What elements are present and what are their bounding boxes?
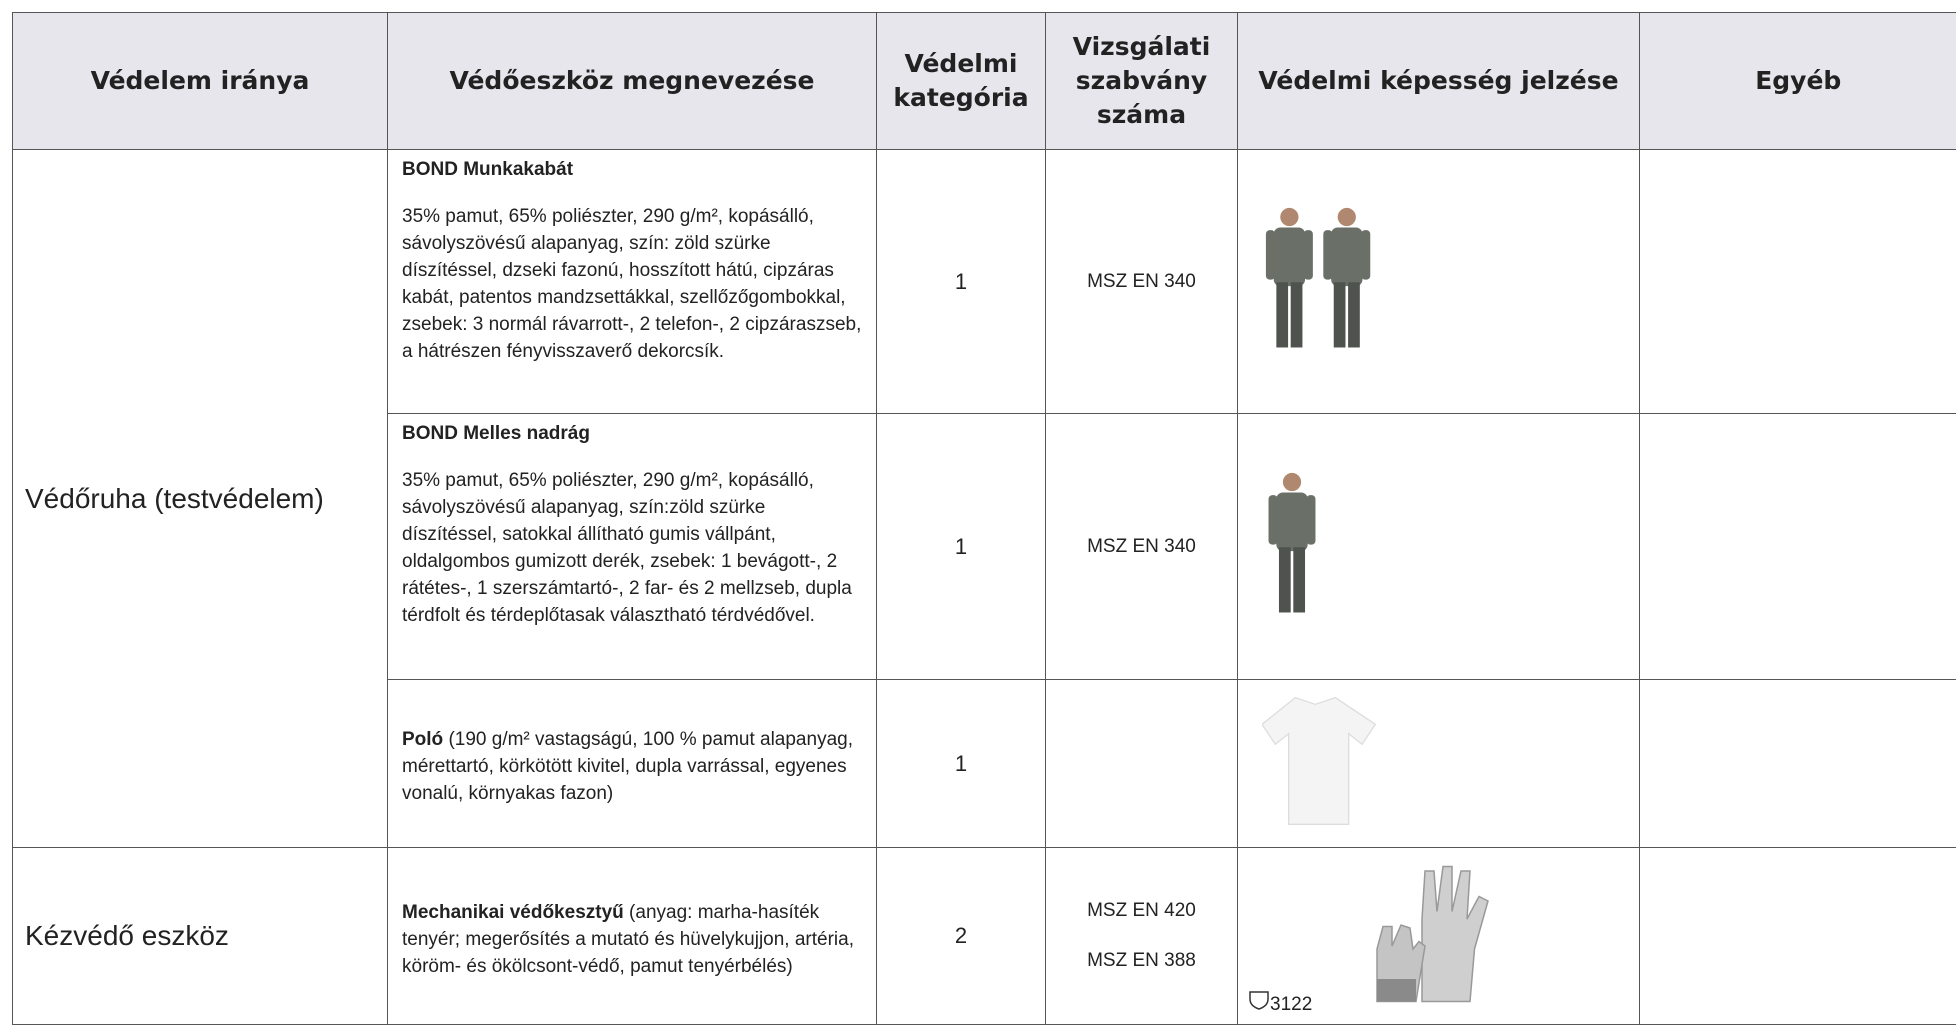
item-description: BOND Munkakabát 35% pamut, 65% poliészter… bbox=[387, 149, 877, 414]
ppe-table: Védelem iránya Védőeszköz megnevezése Véde… bbox=[12, 12, 1956, 1025]
item-row: Védőruha (testvédelem) BOND Munkakabát 35%… bbox=[12, 149, 1956, 848]
product-image bbox=[1252, 691, 1625, 836]
standard: MSZ EN 420 bbox=[1087, 900, 1196, 921]
item-name: Poló bbox=[402, 729, 444, 750]
other bbox=[1639, 679, 1956, 848]
item-name: BOND Munkakabát bbox=[402, 159, 574, 180]
item-text: (190 g/m² vastagságú, 100 % pamut alapan… bbox=[402, 729, 853, 804]
other bbox=[1639, 413, 1956, 680]
standards: MSZ EN 340 bbox=[1045, 413, 1238, 680]
other bbox=[1639, 847, 1956, 1025]
column-header: Vizsgálati szabvány száma bbox=[1045, 12, 1238, 150]
column-header: Védőeszköz megnevezése bbox=[387, 12, 877, 150]
marking: 3122 bbox=[1237, 847, 1640, 1025]
item-name: BOND Melles nadrág bbox=[402, 423, 590, 444]
standard: MSZ EN 340 bbox=[1087, 535, 1196, 557]
column-header: Védelem iránya bbox=[12, 12, 388, 150]
item-description: Poló (190 g/m² vastagságú, 100 % pamut a… bbox=[387, 679, 877, 848]
item-description: BOND Melles nadrág 35% pamut, 65% poliész… bbox=[387, 413, 877, 680]
item-description: Mechanikai védőkesztyű (anyag: marha-has… bbox=[387, 847, 877, 1025]
group-label: Védőruha (testvédelem) bbox=[12, 149, 388, 848]
marking bbox=[1237, 679, 1640, 848]
column-header: Védelmi kategória bbox=[876, 12, 1046, 150]
other bbox=[1639, 149, 1956, 414]
item-name: Mechanikai védőkesztyű bbox=[402, 901, 624, 923]
standard: MSZ EN 340 bbox=[1087, 270, 1196, 292]
product-image bbox=[1252, 204, 1625, 359]
category: 1 bbox=[876, 149, 1046, 414]
column-header: Egyéb bbox=[1639, 12, 1956, 150]
category: 1 bbox=[876, 413, 1046, 680]
product-image bbox=[1252, 859, 1625, 1014]
table-body: Védőruha (testvédelem) BOND Munkakabát 35%… bbox=[12, 149, 1956, 1025]
group-label: Kézvédő eszköz bbox=[12, 847, 388, 1025]
standards: MSZ EN 420 MSZ EN 388 bbox=[1045, 847, 1238, 1025]
item-text: 35% pamut, 65% poliészter, 290 g/m², kop… bbox=[402, 470, 852, 626]
standards: MSZ EN 340 bbox=[1045, 149, 1238, 414]
standards bbox=[1045, 679, 1238, 848]
item-row: Poló (190 g/m² vastagságú, 100 % pamut a… bbox=[13, 679, 1956, 848]
category: 1 bbox=[876, 679, 1046, 848]
item-text: (anyag: marha-hasíték tenyér; megerősíté… bbox=[402, 901, 855, 977]
marking bbox=[1237, 149, 1640, 414]
item-text: 35% pamut, 65% poliészter, 290 g/m², kop… bbox=[402, 206, 862, 362]
shield-icon bbox=[1249, 991, 1269, 1010]
category: 2 bbox=[876, 847, 1046, 1025]
header-row: Védelem iránya Védőeszköz megnevezése Véde… bbox=[12, 12, 1956, 150]
marking-code: 3122 bbox=[1248, 990, 1312, 1016]
marking bbox=[1237, 413, 1640, 680]
item-row: Kézvédő eszköz Mechanikai védőkesztyű (an… bbox=[12, 847, 1956, 1025]
product-image bbox=[1252, 469, 1625, 624]
marking-value: 3122 bbox=[1270, 994, 1313, 1015]
column-header: Védelmi képesség jelzése bbox=[1237, 12, 1640, 150]
standard: MSZ EN 388 bbox=[1087, 950, 1196, 971]
